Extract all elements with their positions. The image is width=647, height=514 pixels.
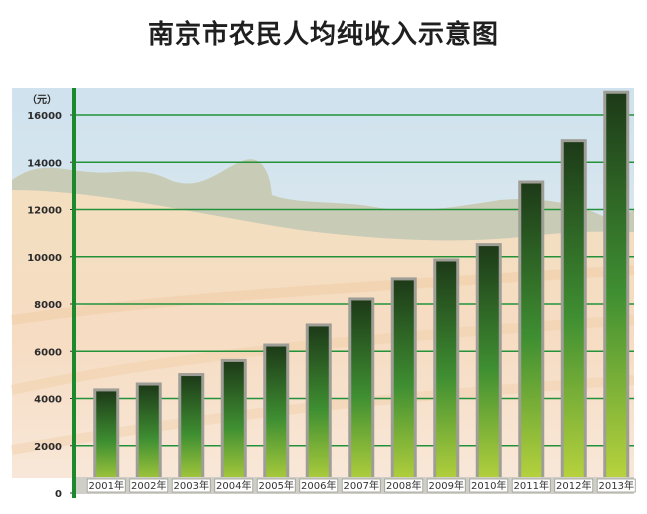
chart-title: 南京市农民人均纯收入示意图	[147, 20, 499, 50]
x-label-box	[129, 478, 169, 493]
y-tick-label: 2000	[34, 442, 62, 453]
y-tick-label: 4000	[34, 395, 62, 406]
bar	[96, 391, 117, 493]
x-tick-label: 2002年	[131, 479, 166, 492]
x-tick-label: 2008年	[386, 479, 421, 492]
x-label-box	[256, 478, 296, 493]
bar	[606, 93, 627, 494]
x-tick-label: 2009年	[429, 479, 464, 492]
x-tick-label: 2010年	[471, 479, 506, 492]
x-tick-label: 2006年	[301, 479, 336, 492]
x-tick-label: 2005年	[259, 479, 294, 492]
x-label-box	[511, 478, 551, 493]
x-label-box	[214, 478, 254, 493]
x-tick-label: 2003年	[174, 479, 209, 492]
bar	[521, 183, 542, 493]
y-tick-label: 14000	[27, 158, 62, 169]
y-tick-label: 8000	[34, 300, 62, 311]
x-tick-label: 2001年	[89, 479, 124, 492]
bar	[138, 385, 159, 493]
x-label-box	[469, 478, 509, 493]
y-axis: 0 2000 4000 6000 8000 10000 12000 14000 16000 （元）	[27, 88, 76, 500]
x-tick-label: 2004年	[216, 479, 251, 492]
y-axis-unit: （元）	[27, 93, 57, 106]
bars	[93, 90, 630, 494]
bar	[393, 280, 414, 493]
bar	[563, 142, 584, 493]
bar	[223, 361, 244, 493]
bar	[351, 300, 372, 493]
x-tick-label: 2013年	[599, 479, 634, 492]
bar	[266, 346, 287, 493]
x-label-box	[596, 478, 636, 493]
y-tick-label: 16000	[27, 111, 62, 122]
bar	[436, 261, 457, 493]
y-tick-label: 10000	[27, 253, 62, 264]
bar	[308, 326, 329, 493]
y-tick-label: 12000	[27, 206, 62, 217]
x-tick-label: 2011年	[514, 479, 549, 492]
bar	[478, 246, 499, 493]
x-label-box	[384, 478, 424, 493]
x-tick-label: 2007年	[344, 479, 379, 492]
x-label-box	[86, 478, 126, 493]
x-label-box	[171, 478, 211, 493]
x-axis: 2001年 2002年 2003年 2004年 2005年 2006年 2007年 2008年…	[76, 477, 636, 494]
x-tick-label: 2012年	[556, 479, 591, 492]
x-label-box	[341, 478, 381, 493]
x-label-box	[426, 478, 466, 493]
x-label-box	[299, 478, 339, 493]
y-tick-label: 0	[55, 489, 62, 500]
bar	[181, 376, 202, 493]
x-label-box	[554, 478, 594, 493]
y-tick-label: 6000	[34, 347, 62, 358]
